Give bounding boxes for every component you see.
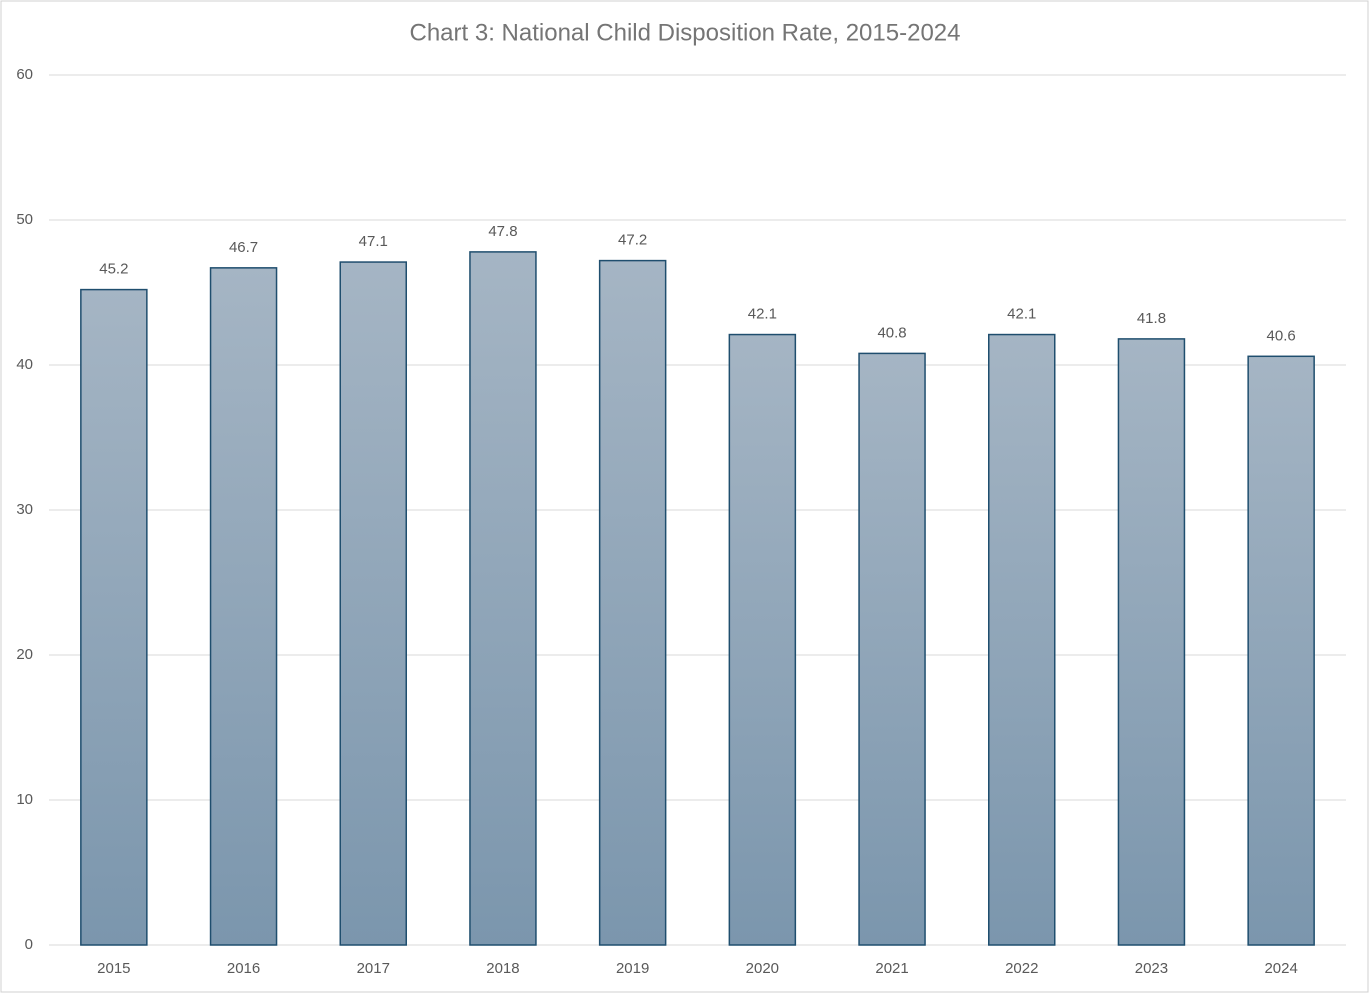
y-tick-label: 20 [16,646,33,663]
x-tick-label: 2018 [486,960,519,977]
y-tick-label: 10 [16,791,33,808]
y-tick-label: 50 [16,211,33,228]
data-label: 41.8 [1137,310,1166,327]
data-label: 42.1 [1007,306,1036,323]
x-tick-label: 2017 [357,960,390,977]
bar [598,259,667,946]
chart-title: Chart 3: National Child Disposition Rate… [410,19,961,46]
data-label: 47.2 [618,232,647,249]
bar [469,251,537,946]
data-label: 40.6 [1267,327,1296,344]
bar [80,288,148,946]
bar [1247,355,1315,946]
y-tick-label: 60 [16,66,33,83]
x-tick-label: 2016 [227,960,260,977]
bar [728,333,797,946]
data-label: 40.8 [877,324,906,341]
bar [1117,338,1186,946]
bar [988,333,1056,946]
y-tick-label: 40 [16,356,33,373]
y-tick-label: 0 [25,936,33,953]
y-tick-label: 30 [16,501,33,518]
bar [209,267,278,946]
data-label: 47.1 [359,233,388,250]
x-tick-label: 2024 [1264,960,1297,977]
data-label: 47.8 [488,223,517,240]
data-label: 45.2 [99,261,128,278]
bar [339,261,407,946]
x-tick-label: 2015 [97,960,130,977]
x-tick-label: 2019 [616,960,649,977]
data-label: 46.7 [229,239,258,256]
x-tick-label: 2020 [746,960,779,977]
x-tick-label: 2023 [1135,960,1168,977]
data-label: 42.1 [748,306,777,323]
bar [858,352,926,946]
x-tick-label: 2022 [1005,960,1038,977]
x-tick-label: 2021 [875,960,908,977]
